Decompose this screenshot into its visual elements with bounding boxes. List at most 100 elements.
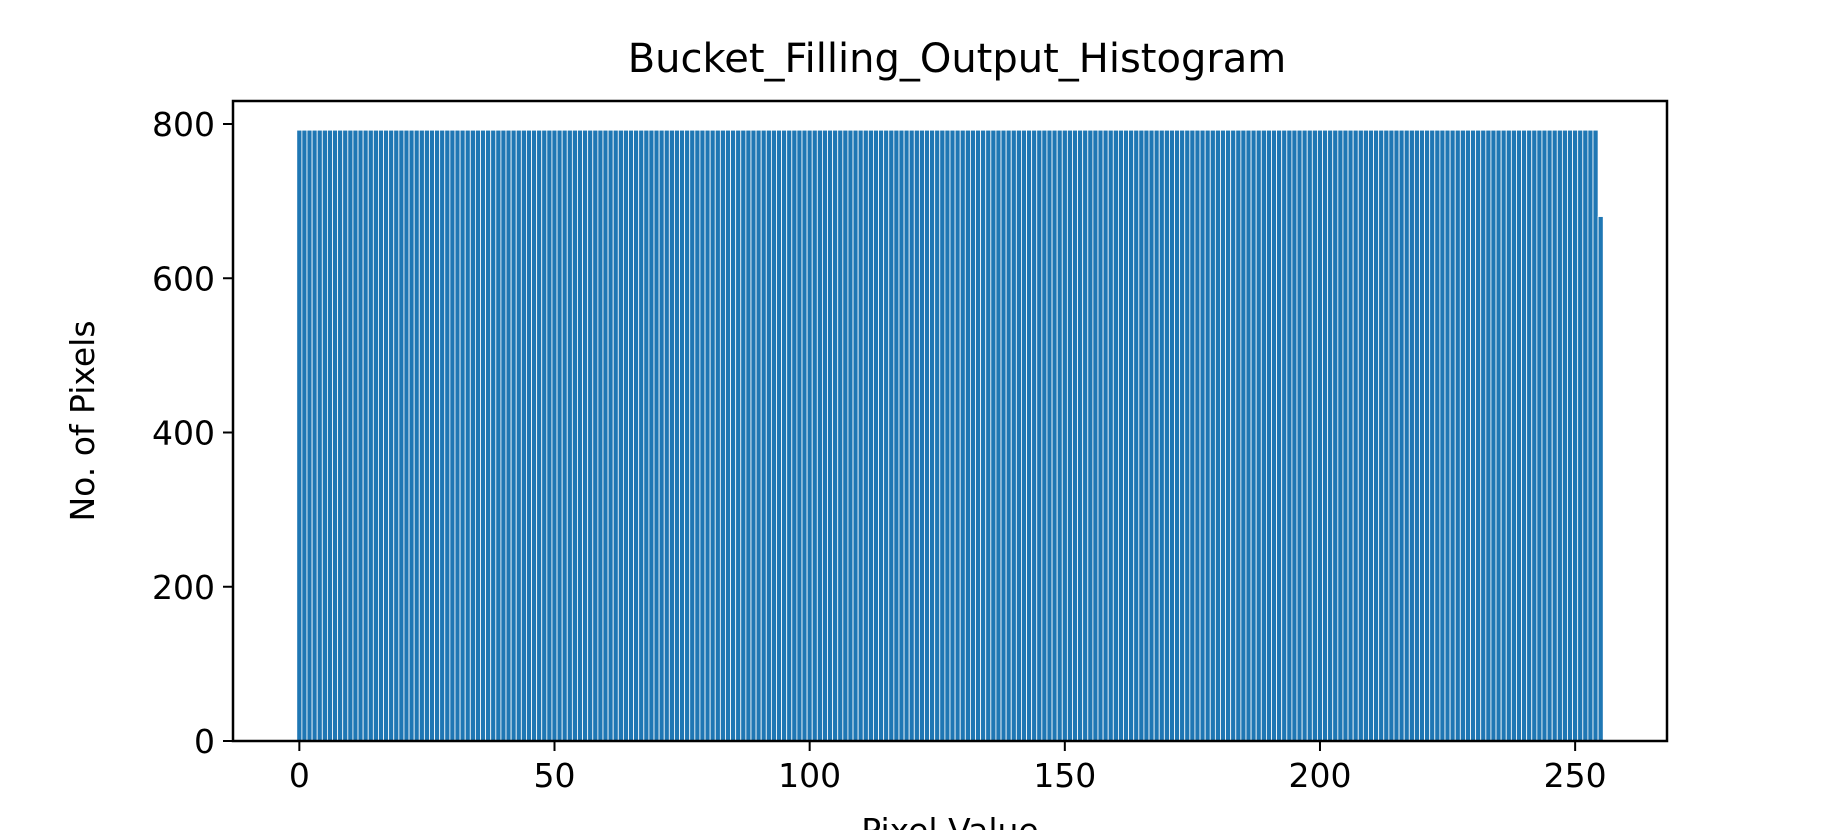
histogram-bar <box>1551 129 1558 742</box>
histogram-bar <box>985 129 992 742</box>
histogram-bar <box>1245 129 1252 742</box>
histogram-bar <box>638 129 645 742</box>
histogram-bar <box>944 129 951 742</box>
histogram-bar <box>699 129 706 742</box>
histogram-bar <box>429 129 435 742</box>
histogram-bar <box>975 129 982 742</box>
histogram-bar <box>954 129 961 742</box>
histogram-bar <box>995 129 1002 742</box>
histogram-bar <box>867 129 874 742</box>
histogram-bar <box>1475 129 1482 742</box>
histogram-bar <box>1286 129 1293 742</box>
histogram-bar <box>1582 129 1589 742</box>
histogram-bar <box>1337 129 1344 742</box>
histogram-bar <box>1077 129 1084 742</box>
histogram-bar <box>444 129 451 742</box>
histogram-bar <box>1510 129 1517 742</box>
histogram-bar <box>1087 129 1094 742</box>
histogram-bar <box>725 129 731 742</box>
histogram-bar <box>480 129 487 742</box>
histogram-bar <box>1092 129 1099 742</box>
histogram-bar <box>1368 129 1374 742</box>
histogram-bar <box>674 129 680 742</box>
histogram-bar <box>913 129 920 742</box>
histogram-bar <box>505 129 512 742</box>
histogram-bar <box>449 129 456 742</box>
histogram-bar <box>1342 129 1349 742</box>
histogram-bar <box>1276 129 1283 742</box>
histogram-bar <box>929 129 936 742</box>
histogram-bar <box>1158 129 1165 742</box>
histogram-bar <box>924 129 930 742</box>
histogram-bar <box>1556 129 1563 742</box>
histogram-bar <box>1459 129 1466 742</box>
histogram-bar <box>1291 129 1298 742</box>
histogram-bar <box>459 129 466 742</box>
histogram-bar <box>612 129 619 742</box>
histogram-bar <box>362 129 369 742</box>
histogram-bar <box>418 129 425 742</box>
histogram-bar <box>811 129 818 742</box>
histogram-bar <box>1066 129 1073 742</box>
histogram-bar <box>1128 129 1135 742</box>
histogram-bar <box>577 129 583 742</box>
histogram-bar <box>1505 129 1512 742</box>
x-tick-label: 200 <box>1288 756 1351 795</box>
histogram-bar <box>964 129 971 742</box>
histogram-bar <box>592 129 599 742</box>
histogram-bar <box>893 129 900 742</box>
histogram-bar <box>490 129 497 742</box>
histogram-bar <box>1500 129 1507 742</box>
histogram-bar <box>1072 129 1078 742</box>
histogram-bar <box>367 129 374 742</box>
histogram-bar <box>1143 129 1150 742</box>
histogram-bar <box>796 129 803 742</box>
y-axis-label: No. of Pixels <box>63 320 102 521</box>
histogram-bar <box>1383 129 1390 742</box>
histogram-bar <box>786 129 793 742</box>
histogram-bar <box>760 129 767 742</box>
histogram-bar <box>852 129 859 742</box>
histogram-bar <box>332 129 339 742</box>
histogram-bar <box>337 129 344 742</box>
histogram-bar <box>740 129 747 742</box>
histogram-bar <box>765 129 772 742</box>
histogram-bar <box>1179 129 1186 742</box>
x-axis-ticks: 0 50 100 150 200 250 <box>289 741 1607 795</box>
histogram-bar <box>1097 129 1104 742</box>
histogram-bar <box>781 129 788 742</box>
histogram-bar <box>1255 129 1262 742</box>
y-axis-ticks: 0 200 400 600 800 <box>152 105 233 761</box>
histogram-bar <box>485 129 492 742</box>
histogram-bar <box>1041 129 1048 742</box>
histogram-bar <box>1465 129 1471 742</box>
y-tick-label: 0 <box>194 722 215 761</box>
histogram-bar <box>1153 129 1160 742</box>
histogram-bar <box>1306 129 1313 742</box>
histogram-bar <box>735 129 742 742</box>
x-tick-label: 150 <box>1033 756 1096 795</box>
histogram-bar <box>643 129 650 742</box>
histogram-bar <box>1230 129 1237 742</box>
histogram-bar <box>873 129 879 742</box>
histogram-bar <box>1118 129 1124 742</box>
x-tick-label: 50 <box>534 756 576 795</box>
y-tick-label: 400 <box>152 414 215 453</box>
histogram-bar <box>1567 129 1573 742</box>
histogram-bar <box>617 129 624 742</box>
histogram-bar <box>668 129 675 742</box>
histogram-bar <box>393 129 400 742</box>
histogram-bar <box>607 129 614 742</box>
histogram-bar <box>980 129 987 742</box>
histogram-bar <box>1250 129 1257 742</box>
histogram-bar <box>1082 129 1089 742</box>
histogram-bar <box>1036 129 1043 742</box>
histogram-bar <box>1123 129 1130 742</box>
x-tick-label: 0 <box>289 756 310 795</box>
histogram-bar <box>1056 129 1063 742</box>
histogram-bar <box>801 129 808 742</box>
histogram-bar <box>1444 129 1451 742</box>
histogram-bar <box>684 129 691 742</box>
histogram-bar <box>464 129 471 742</box>
histogram-bar <box>745 129 752 742</box>
